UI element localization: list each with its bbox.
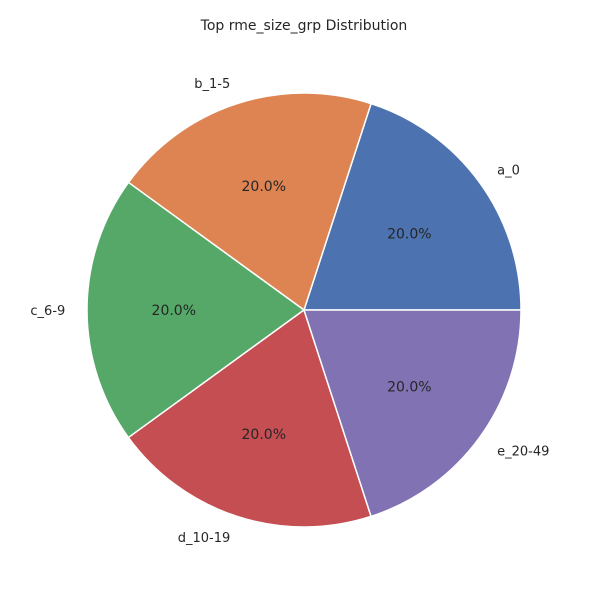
- slice-label-a_0: a_0: [497, 164, 520, 179]
- slice-label-d_10-19: d_10-19: [178, 531, 231, 546]
- pie-labels: a_0 20.0% b_1-5 20.0% c_6-9 20.0% d_10-19 20.0%…: [30, 77, 549, 546]
- percent-label-b_1-5: 20.0%: [242, 179, 286, 195]
- percent-label-d_10-19: 20.0%: [242, 427, 286, 443]
- percent-label-a_0: 20.0%: [387, 226, 431, 242]
- pie-slice-d_10-19: [127, 308, 373, 528]
- percent-label-e_20-49: 20.0%: [387, 380, 431, 396]
- pie-slices: [86, 92, 522, 528]
- slice-label-e_20-49: e_20-49: [497, 444, 549, 459]
- slice-label-b_1-5: b_1-5: [194, 77, 230, 92]
- percent-label-c_6-9: 20.0%: [152, 303, 196, 319]
- pie-slice-c_6-9: [86, 181, 306, 439]
- pie-slice-b_1-5: [127, 92, 373, 312]
- chart-title: Top rme_size_grp Distribution: [200, 18, 408, 34]
- pie-slice-a_0: [302, 102, 522, 311]
- pie-slice-e_20-49: [302, 309, 522, 518]
- slice-label-c_6-9: c_6-9: [30, 304, 65, 319]
